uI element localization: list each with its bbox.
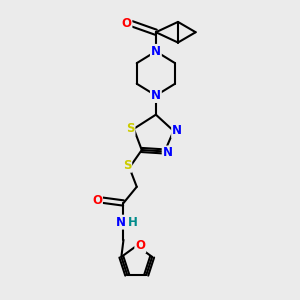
Text: N: N — [151, 89, 161, 102]
Text: O: O — [135, 239, 145, 252]
Text: H: H — [128, 216, 138, 229]
Text: N: N — [116, 216, 126, 229]
Text: S: S — [123, 159, 131, 172]
Text: O: O — [92, 194, 102, 207]
Text: N: N — [151, 45, 161, 58]
Text: S: S — [126, 122, 134, 135]
Text: N: N — [163, 146, 173, 159]
Text: O: O — [122, 17, 131, 30]
Text: N: N — [172, 124, 182, 137]
